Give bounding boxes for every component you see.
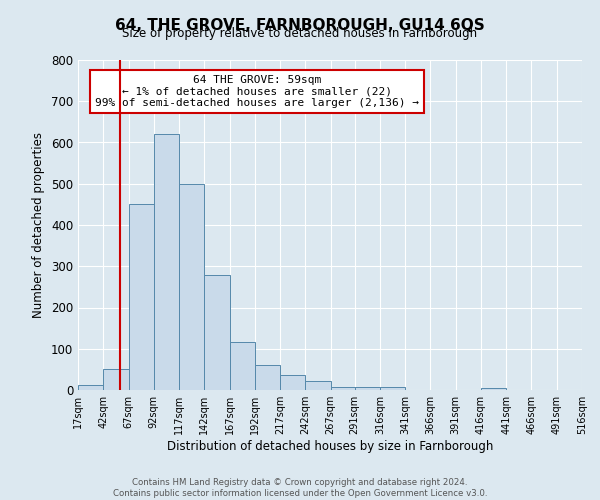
Bar xyxy=(331,386,356,390)
Bar xyxy=(380,386,405,390)
Bar xyxy=(280,374,305,390)
Bar xyxy=(305,381,331,390)
Y-axis label: Number of detached properties: Number of detached properties xyxy=(32,132,46,318)
Bar xyxy=(78,384,103,390)
Text: Contains HM Land Registry data © Crown copyright and database right 2024.
Contai: Contains HM Land Registry data © Crown c… xyxy=(113,478,487,498)
Text: Size of property relative to detached houses in Farnborough: Size of property relative to detached ho… xyxy=(122,28,478,40)
Bar xyxy=(154,134,179,390)
Bar xyxy=(103,370,128,390)
Bar xyxy=(355,386,380,390)
Bar xyxy=(481,388,506,390)
Bar xyxy=(128,204,154,390)
Text: 64 THE GROVE: 59sqm
← 1% of detached houses are smaller (22)
99% of semi-detache: 64 THE GROVE: 59sqm ← 1% of detached hou… xyxy=(95,75,419,108)
Bar xyxy=(255,365,280,390)
Bar xyxy=(230,342,255,390)
Text: 64, THE GROVE, FARNBOROUGH, GU14 6QS: 64, THE GROVE, FARNBOROUGH, GU14 6QS xyxy=(115,18,485,32)
Bar xyxy=(204,274,230,390)
X-axis label: Distribution of detached houses by size in Farnborough: Distribution of detached houses by size … xyxy=(167,440,493,453)
Bar xyxy=(179,184,204,390)
